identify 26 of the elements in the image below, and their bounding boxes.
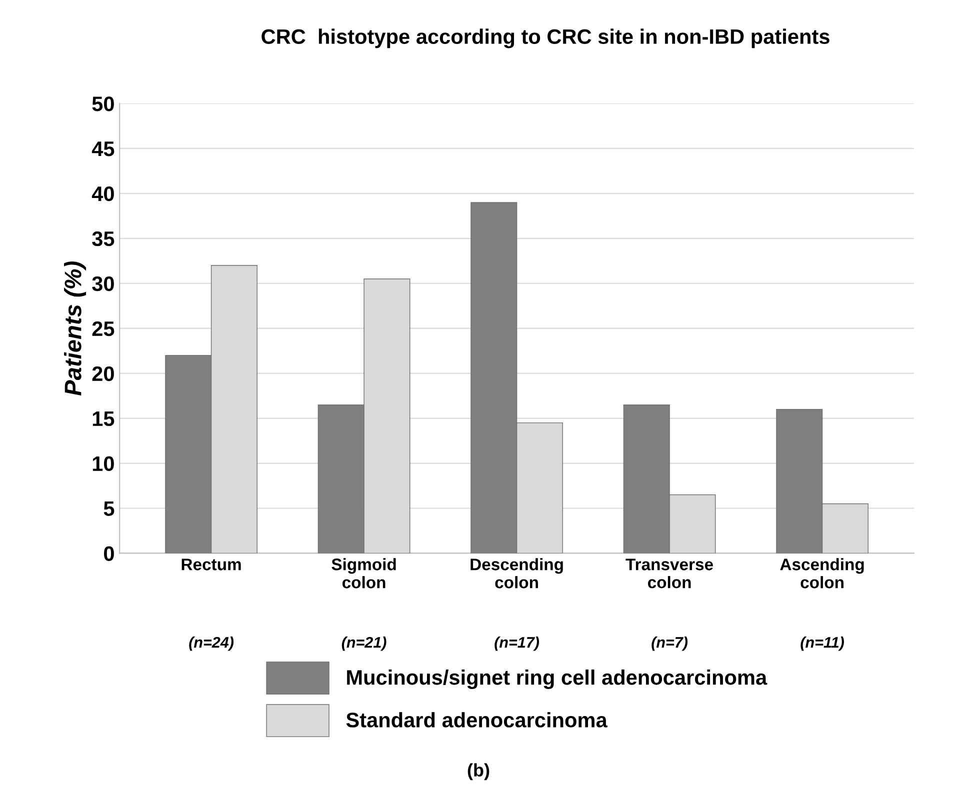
legend-label: Standard adenocarcinoma [346, 712, 608, 728]
y-tick-label: 35 [92, 231, 114, 246]
x-tick-label: Descending colon [470, 558, 563, 588]
y-tick-label: 5 [104, 501, 114, 516]
y-tick-label: 10 [92, 456, 114, 472]
y-tick-label: 45 [92, 142, 114, 156]
y-tick-label: 25 [92, 321, 114, 336]
y-tick-label: 40 [92, 186, 114, 202]
text: (n=7) [652, 636, 688, 651]
y-tick-label: 15 [92, 412, 114, 426]
y-tick-label: 50 [92, 96, 114, 112]
y-tick-label: 0 [104, 546, 114, 561]
text: (n=21) [342, 636, 386, 651]
chart-title: CRC histotype according to CRC site in non-IBD patients [262, 28, 830, 48]
x-tick-label: Rectum [182, 558, 241, 570]
x-tick-label: Transverse colon [626, 558, 713, 588]
x-tick-label: Sigmoid colon [332, 558, 396, 588]
text: (n=11) [800, 636, 844, 651]
legend-label: Mucinous/signet ring cell adenocarcinoma [347, 670, 768, 690]
y-axis-title: Patients (%) [64, 261, 86, 396]
text: (n=24) [189, 636, 234, 651]
x-tick-label: Ascending colon [780, 558, 864, 588]
text: (b) [468, 763, 490, 780]
y-tick-label: 20 [92, 366, 114, 382]
y-tick-label: 30 [92, 276, 114, 292]
text: (n=17) [494, 636, 540, 651]
